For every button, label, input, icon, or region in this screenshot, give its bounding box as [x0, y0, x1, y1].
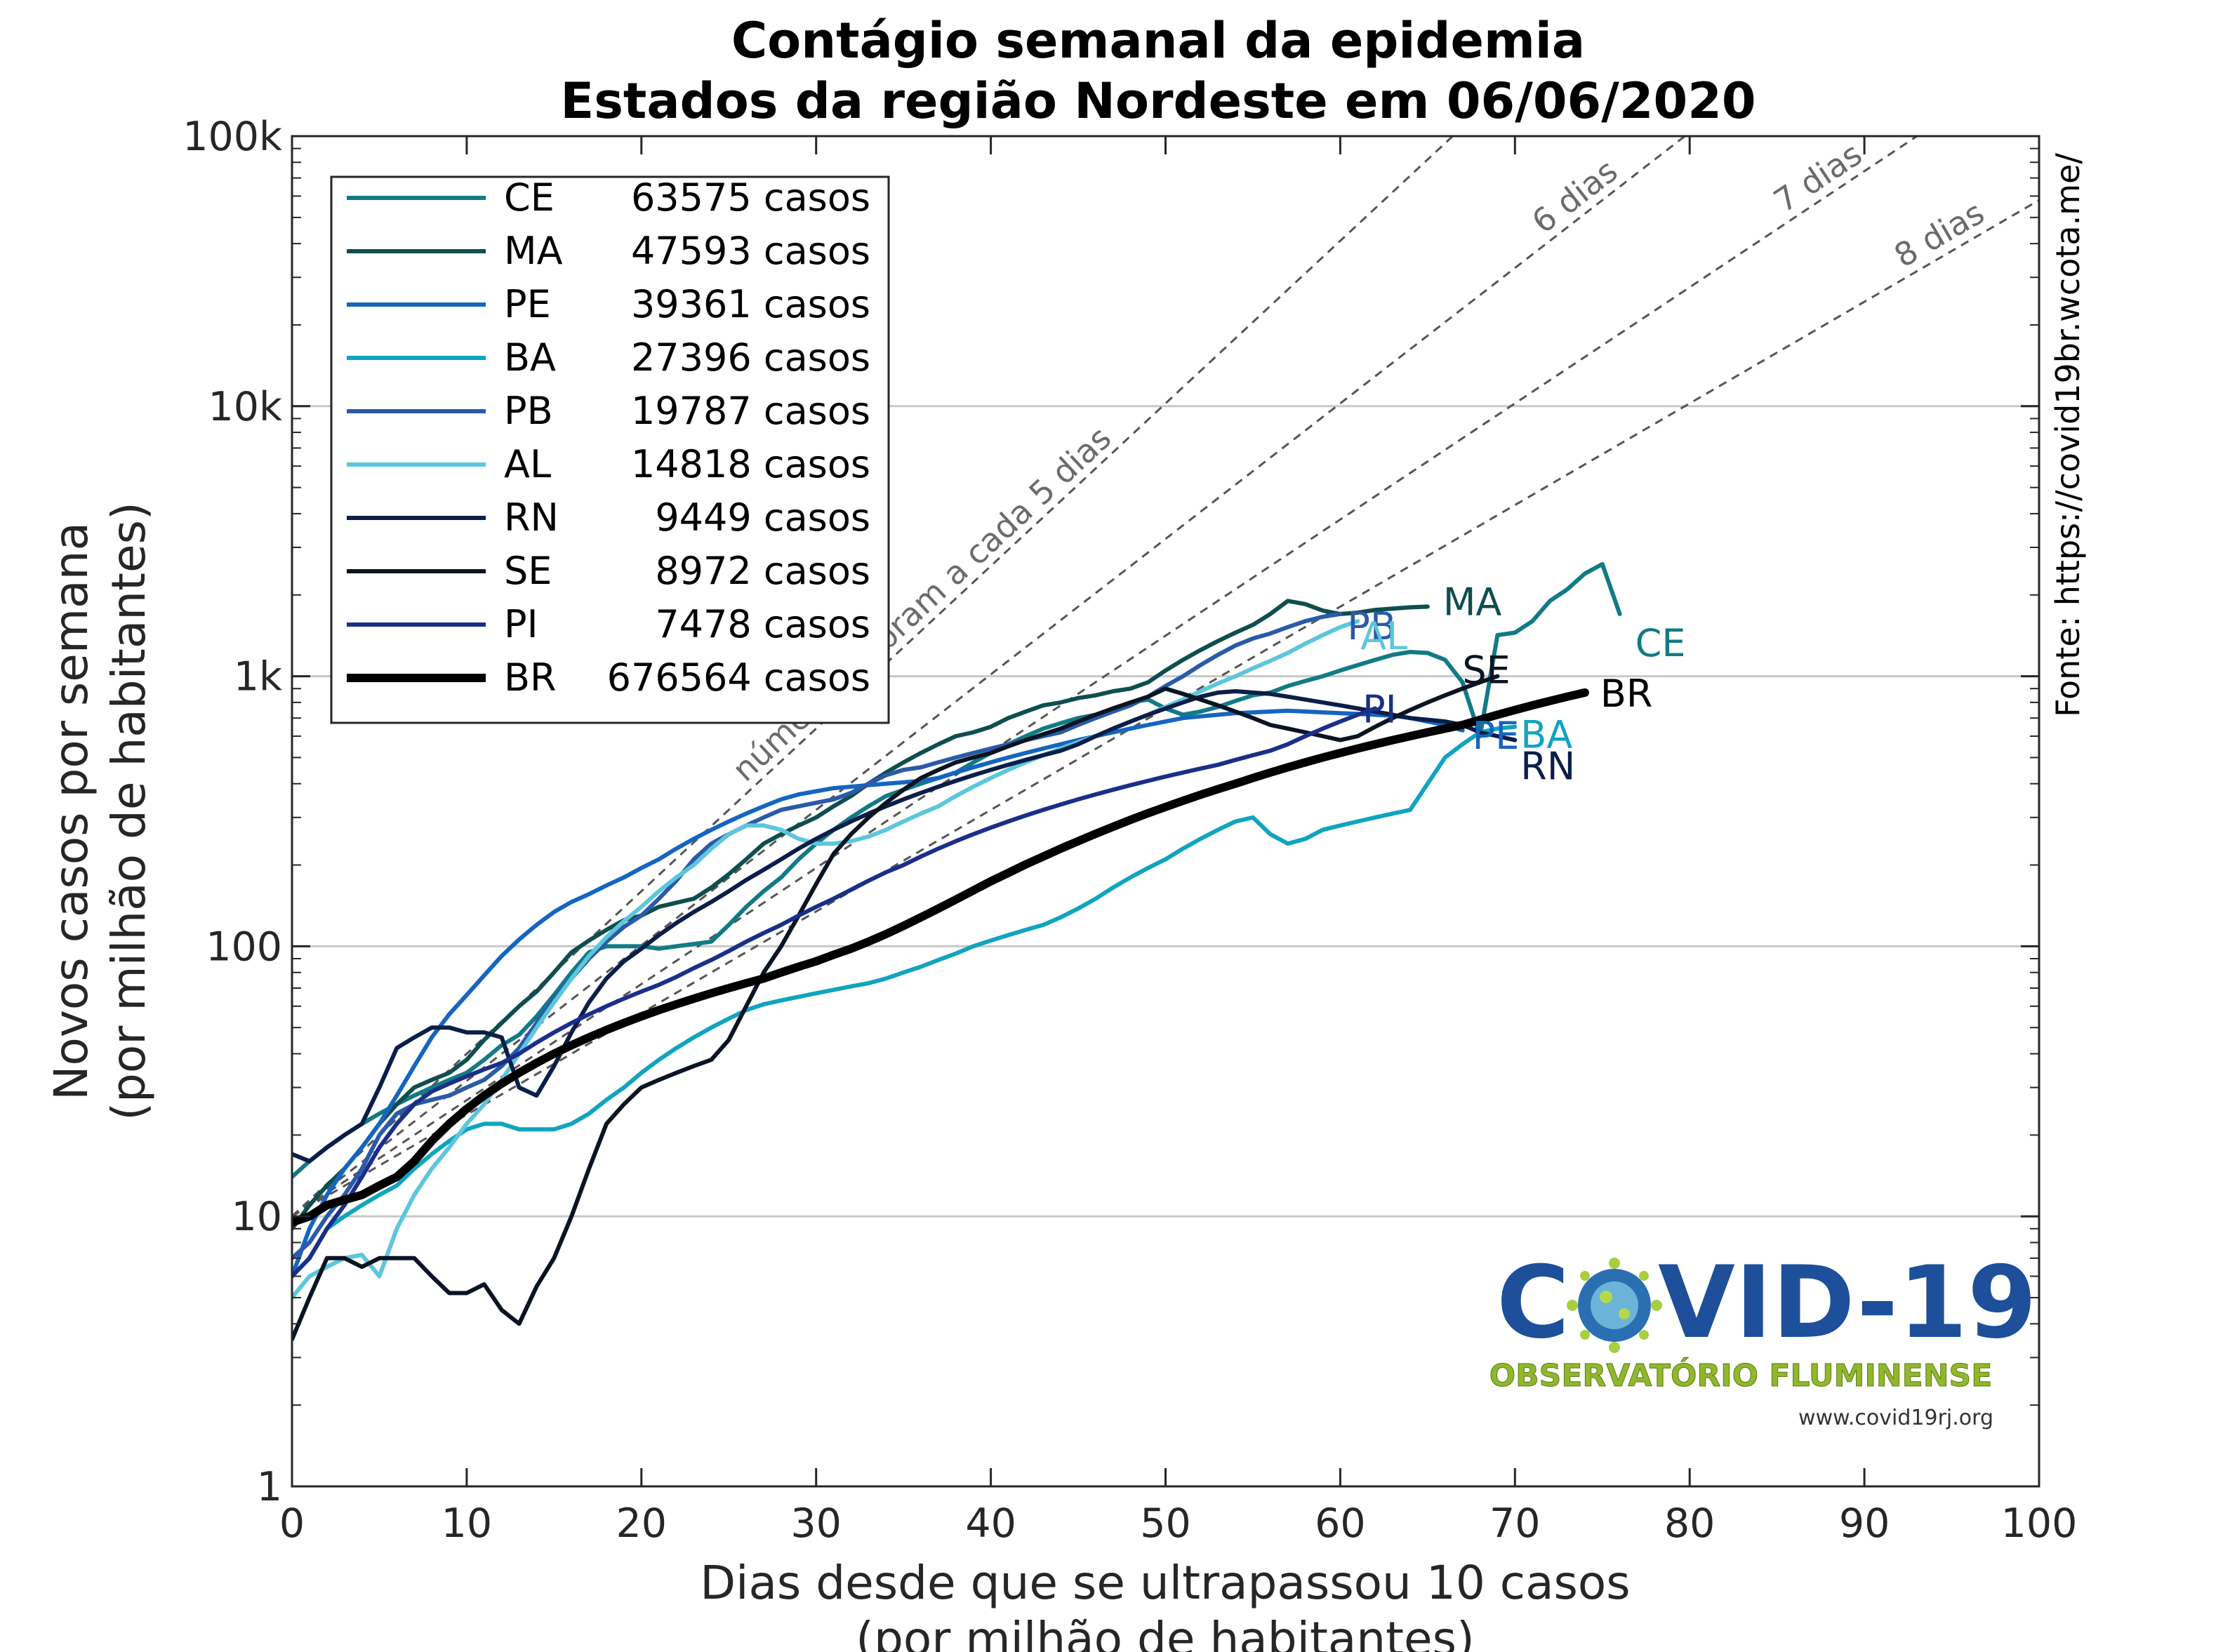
legend-cases-ba: 27396 casos [631, 335, 870, 380]
x-axis-label: Dias desde que se ultrapassou 10 casos [700, 1556, 1630, 1610]
x-tick-label: 20 [616, 1500, 668, 1547]
chart-subtitle: Estados da região Nordeste em 06/06/2020 [560, 72, 1756, 130]
legend-name-se: SE [504, 549, 552, 593]
legend-cases-pe: 39361 casos [631, 282, 870, 326]
covid19-logo-wordmark: C [1496, 1245, 1571, 1361]
legend-cases-pb: 19787 casos [631, 389, 870, 433]
reference-line [292, 136, 1918, 1218]
legend-cases-pi: 7478 casos [655, 602, 870, 646]
end-label-br: BR [1600, 672, 1653, 716]
legend-cases-al: 14818 casos [631, 442, 870, 486]
legend-cases-ce: 63575 casos [631, 175, 870, 220]
legend-name-ba: BA [504, 335, 556, 380]
virus-icon [1567, 1258, 1662, 1353]
end-label-ba: BA [1520, 713, 1572, 757]
x-tick-label: 50 [1140, 1500, 1191, 1547]
legend-cases-se: 8972 casos [655, 549, 870, 593]
x-tick-label: 0 [279, 1500, 305, 1547]
covid19-logo: C VID-19 OBSERVATÓRIO FLUMINENSE www.cov… [1489, 1245, 2037, 1430]
x-tick-label: 60 [1315, 1500, 1366, 1547]
y-axis-label: Novos casos por semana [44, 522, 98, 1100]
end-label-rn: RN [1520, 745, 1575, 789]
y-tick-label: 10 [231, 1194, 282, 1240]
x-tick-label: 70 [1489, 1500, 1541, 1547]
legend-box [330, 175, 890, 724]
x-tick-label: 40 [965, 1500, 1016, 1547]
x-tick-label: 90 [1839, 1500, 1890, 1547]
y-tick-label: 1 [257, 1464, 282, 1510]
end-label-pb: PB [1347, 604, 1396, 648]
chart-title: Contágio semanal da epidemia [731, 12, 1585, 69]
legend-name-br: BR [504, 655, 557, 700]
y-tick-label: 10k [208, 384, 282, 430]
series-line-se [292, 674, 1500, 1342]
legend-cases-rn: 9449 casos [655, 495, 870, 540]
legend-name-al: AL [504, 442, 551, 486]
legend-name-ma: MA [504, 229, 563, 273]
legend-name-pe: PE [504, 282, 551, 326]
legend-name-pi: PI [504, 602, 538, 646]
legend-name-pb: PB [504, 389, 553, 433]
series-line-pe [292, 708, 1465, 1279]
legend-name-ce: CE [504, 175, 555, 220]
series-line-rn [292, 689, 1518, 1164]
legend: CE 63575 casos MA 47593 casos PE 39361 casos B… [330, 175, 890, 724]
x-tick-label: 10 [442, 1500, 493, 1547]
end-label-pe: PE [1473, 714, 1520, 758]
series-group [292, 561, 1622, 1342]
end-label-pi: PI [1362, 687, 1397, 731]
x-tick-label: 30 [790, 1500, 842, 1547]
end-label-ma: MA [1443, 580, 1502, 624]
series-line-ba [292, 724, 1518, 1279]
end-label-ce: CE [1635, 621, 1686, 665]
y-axis-label-2: (por milhão de habitantes) [102, 502, 156, 1121]
covid19-logo-wordmark-rest: VID-19 [1658, 1245, 2037, 1361]
series-line-br [292, 688, 1589, 1227]
x-tick-label: 100 [2001, 1500, 2078, 1547]
legend-cases-br: 676564 casos [607, 655, 870, 700]
covid19rj-url: www.covid19rj.org [1798, 1406, 1993, 1430]
series-line-pb [292, 611, 1343, 1260]
series-line-al [292, 619, 1360, 1300]
x-tick-label: 80 [1664, 1500, 1715, 1547]
x-axis-label-2: (por milhão de habitantes) [856, 1612, 1475, 1652]
source-label: Fonte: https://covid19br.wcota.me/ [2049, 153, 2087, 717]
y-tick-label: 100 [206, 924, 282, 970]
y-tick-label: 100k [182, 114, 282, 160]
legend-name-rn: RN [504, 495, 559, 540]
series-line-pi [292, 706, 1378, 1279]
legend-cases-ma: 47593 casos [631, 229, 870, 273]
end-label-se: SE [1462, 648, 1510, 693]
y-tick-label: 1k [234, 654, 282, 700]
observatorio-label: OBSERVATÓRIO FLUMINENSE [1489, 1357, 1993, 1394]
end-label-al: AL [1360, 614, 1407, 658]
